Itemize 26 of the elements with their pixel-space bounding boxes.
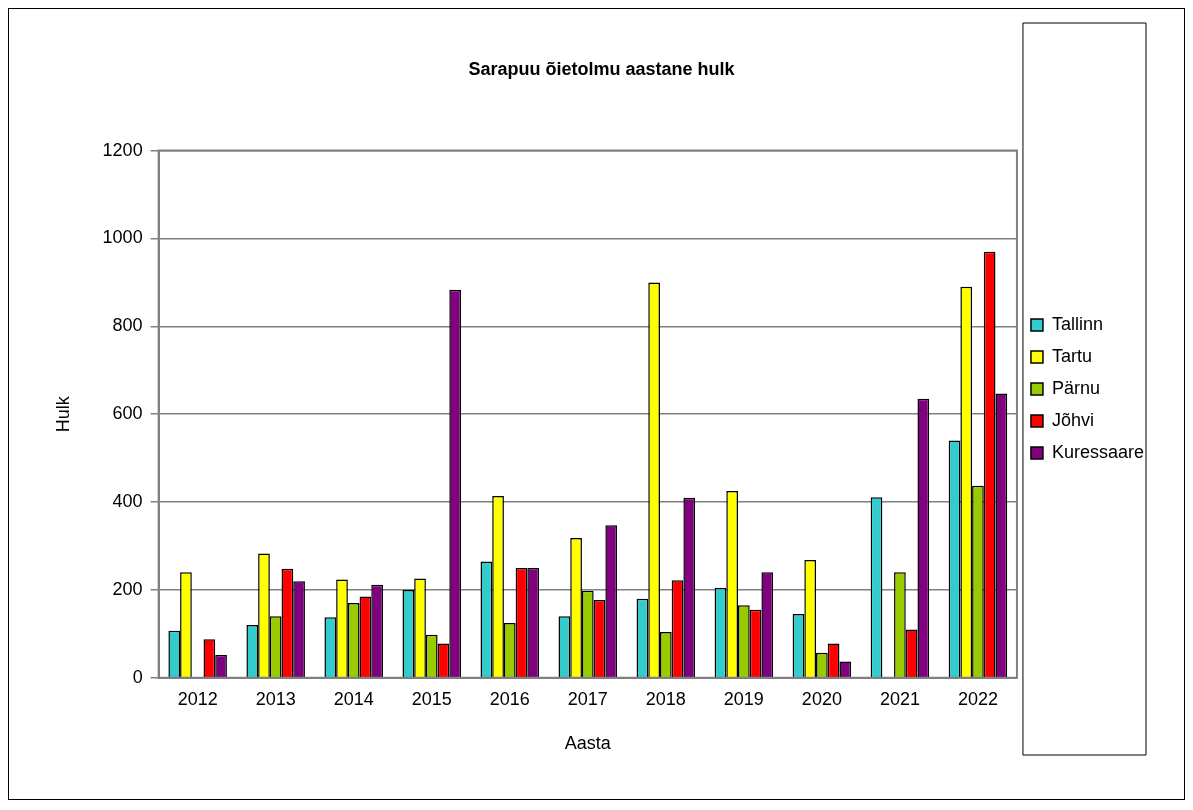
y-tick-label: 0 <box>132 666 143 687</box>
x-tick-label: 2021 <box>879 688 920 709</box>
x-tick-label: 2014 <box>333 688 374 709</box>
x-tick-label: 2013 <box>255 688 296 709</box>
x-axis-title: Aasta <box>564 733 612 754</box>
x-tick-label: 2015 <box>411 688 452 709</box>
legend-label: Tartu <box>1051 345 1092 366</box>
legend-label: Pärnu <box>1051 377 1100 398</box>
legend-label: Kuressaare <box>1051 441 1145 462</box>
x-tick-label: 2012 <box>177 688 218 709</box>
legend-label: Jõhvi <box>1051 409 1094 430</box>
y-tick-label: 1000 <box>102 227 143 248</box>
x-tick-label: 2017 <box>567 688 608 709</box>
x-tick-label: 2016 <box>489 688 530 709</box>
x-tick-label: 2019 <box>723 688 764 709</box>
y-tick-label: 1200 <box>102 139 143 160</box>
y-axis-title: Hulk <box>52 395 73 433</box>
y-tick-label: 600 <box>112 403 143 424</box>
x-tick-label: 2018 <box>645 688 686 709</box>
x-tick-label: 2022 <box>957 688 998 709</box>
y-tick-label: 800 <box>112 315 143 336</box>
chart-title: Sarapuu õietolmu aastane hulk <box>468 58 736 79</box>
legend-label: Tallinn <box>1051 313 1103 334</box>
y-tick-label: 400 <box>112 491 143 512</box>
x-tick-label: 2020 <box>801 688 842 709</box>
y-tick-label: 200 <box>112 578 143 599</box>
